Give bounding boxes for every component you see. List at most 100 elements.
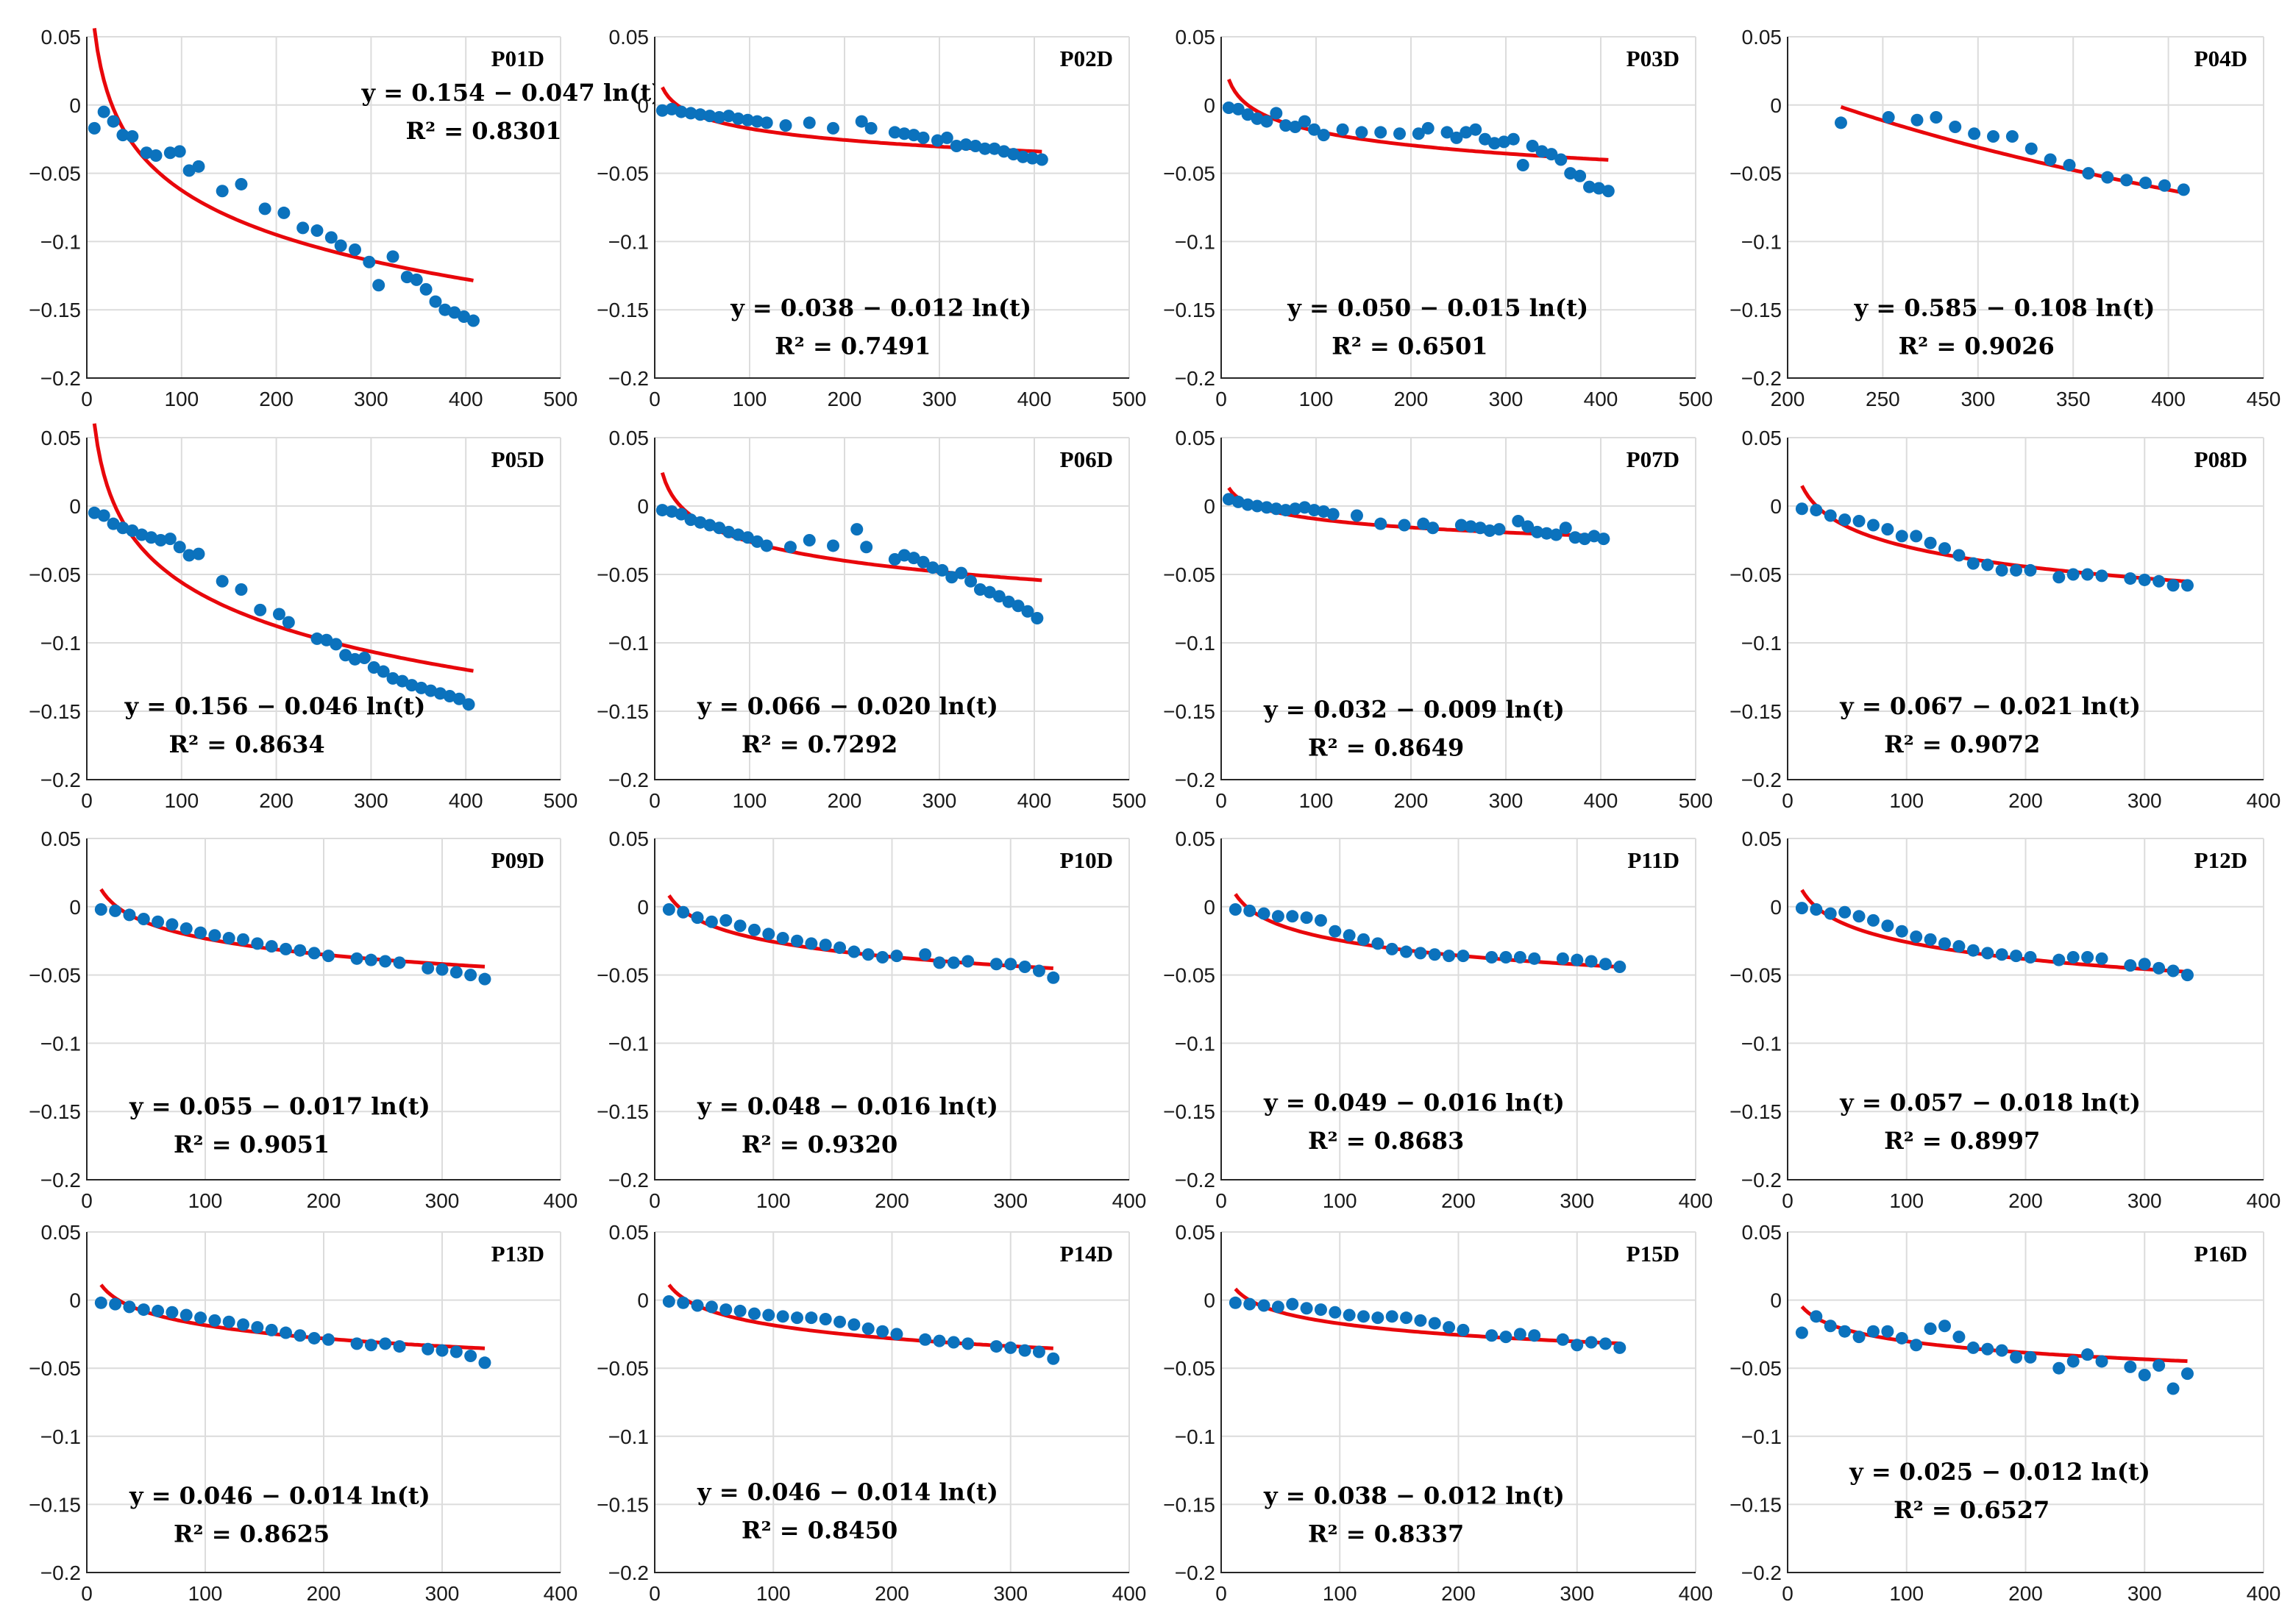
data-point xyxy=(855,115,868,128)
y-tick-label: −0.1 xyxy=(608,1425,649,1448)
data-point xyxy=(349,243,362,257)
data-point xyxy=(1257,1299,1270,1312)
data-point xyxy=(691,1299,704,1312)
fit-equation: y = 0.050 − 0.015 ln(t) xyxy=(1287,294,1588,322)
data-point xyxy=(1526,139,1539,152)
data-point xyxy=(137,1303,150,1317)
y-tick-label: −0.15 xyxy=(597,1100,649,1123)
data-point xyxy=(334,239,347,252)
data-point xyxy=(861,948,875,961)
x-tick-label: 300 xyxy=(993,1189,1028,1212)
data-point xyxy=(1298,501,1312,514)
data-point xyxy=(173,541,186,554)
data-point xyxy=(833,1315,847,1328)
data-point xyxy=(422,961,435,975)
panel-title: P16D xyxy=(2194,1241,2247,1267)
data-point xyxy=(116,521,129,535)
data-point xyxy=(1499,950,1512,964)
data-point xyxy=(1952,549,1966,562)
x-tick-label: 200 xyxy=(875,1582,909,1605)
r-squared: R² = 0.9026 xyxy=(1899,332,2055,360)
data-point xyxy=(321,950,335,963)
data-point xyxy=(1938,542,1952,555)
x-tick-label: 100 xyxy=(756,1582,791,1605)
y-tick-label: 0 xyxy=(1204,896,1215,919)
y-tick-label: 0.05 xyxy=(1742,1221,1782,1244)
data-point xyxy=(1613,1341,1627,1354)
data-point xyxy=(2052,1361,2066,1375)
data-point xyxy=(424,684,438,697)
fit-equation: y = 0.049 − 0.016 ln(t) xyxy=(1263,1089,1565,1116)
data-point xyxy=(933,956,946,969)
data-point xyxy=(135,528,149,541)
x-tick-label: 200 xyxy=(307,1189,341,1212)
data-point xyxy=(989,958,1003,971)
data-point xyxy=(2005,129,2019,143)
y-tick-label: 0.05 xyxy=(41,827,82,850)
data-point xyxy=(1457,950,1470,963)
data-point xyxy=(1968,127,1981,140)
data-point xyxy=(2095,1355,2108,1368)
data-point xyxy=(1421,121,1435,135)
data-point xyxy=(330,638,343,651)
data-point xyxy=(1371,937,1384,950)
r-squared: R² = 0.8683 xyxy=(1308,1127,1464,1155)
y-tick-label: −0.15 xyxy=(1729,700,1782,723)
x-tick-label: 0 xyxy=(649,1189,661,1212)
data-point xyxy=(436,1344,449,1357)
data-point xyxy=(1531,525,1544,538)
fit-curve xyxy=(667,1283,1053,1350)
data-point xyxy=(396,674,409,688)
data-point xyxy=(1924,933,1937,946)
panel-title: P15D xyxy=(1627,1241,1679,1267)
y-tick-label: −0.1 xyxy=(1741,230,1782,253)
data-point xyxy=(876,1325,889,1338)
data-point xyxy=(1585,1336,1598,1349)
y-tick-label: −0.1 xyxy=(608,632,649,655)
data-point xyxy=(776,1310,789,1323)
x-tick-label: 0 xyxy=(81,789,93,812)
data-point xyxy=(713,111,726,124)
fit-equation: y = 0.038 − 0.012 ln(t) xyxy=(1263,1481,1565,1509)
data-point xyxy=(179,922,193,935)
panel-title: P04D xyxy=(2194,46,2247,71)
x-tick-label: 300 xyxy=(354,789,388,812)
data-point xyxy=(1271,910,1284,923)
x-tick-label: 200 xyxy=(1771,388,1805,410)
data-point xyxy=(1585,955,1598,968)
data-point xyxy=(1229,1296,1242,1309)
panel-p07d: 0 100 200 300 400 500 0.05 0 −0.05 −0.1 −0.15 −0.2 P… xyxy=(1163,427,1713,812)
data-point xyxy=(1417,517,1430,530)
r-squared: R² = 0.8625 xyxy=(174,1520,330,1548)
data-point xyxy=(1300,1302,1313,1315)
fit-curve xyxy=(92,28,474,282)
y-tick-label: 0.05 xyxy=(1742,427,1782,449)
data-point xyxy=(1834,116,1847,129)
data-point xyxy=(1243,1297,1256,1311)
data-point xyxy=(1017,150,1030,163)
data-point xyxy=(1450,131,1463,144)
y-tick-label: −0.15 xyxy=(1163,299,1215,321)
data-point xyxy=(1357,933,1370,946)
data-point xyxy=(433,687,447,700)
data-point xyxy=(1241,498,1254,511)
x-tick-label: 400 xyxy=(1679,1582,1713,1605)
y-tick-label: 0 xyxy=(637,495,649,518)
data-point xyxy=(1930,111,1943,124)
plot-area xyxy=(87,438,561,780)
y-tick-label: −0.2 xyxy=(608,769,649,791)
r-squared: R² = 0.8337 xyxy=(1308,1520,1464,1548)
panel-p15d: 0 100 200 300 400 0.05 0 −0.05 −0.1 −0.15 −0.2 P15D… xyxy=(1163,1221,1713,1605)
data-point xyxy=(2120,174,2133,187)
data-point xyxy=(888,553,901,566)
data-point xyxy=(364,1339,377,1352)
x-tick-label: 200 xyxy=(2008,789,2043,812)
y-tick-label: 0.05 xyxy=(1176,827,1216,850)
data-point xyxy=(719,914,733,927)
y-tick-label: −0.05 xyxy=(597,163,649,185)
fit-curve xyxy=(99,1283,486,1350)
data-point xyxy=(1457,1323,1470,1336)
data-point xyxy=(2081,1348,2094,1361)
data-point xyxy=(2081,950,2094,964)
data-point xyxy=(2044,153,2057,166)
